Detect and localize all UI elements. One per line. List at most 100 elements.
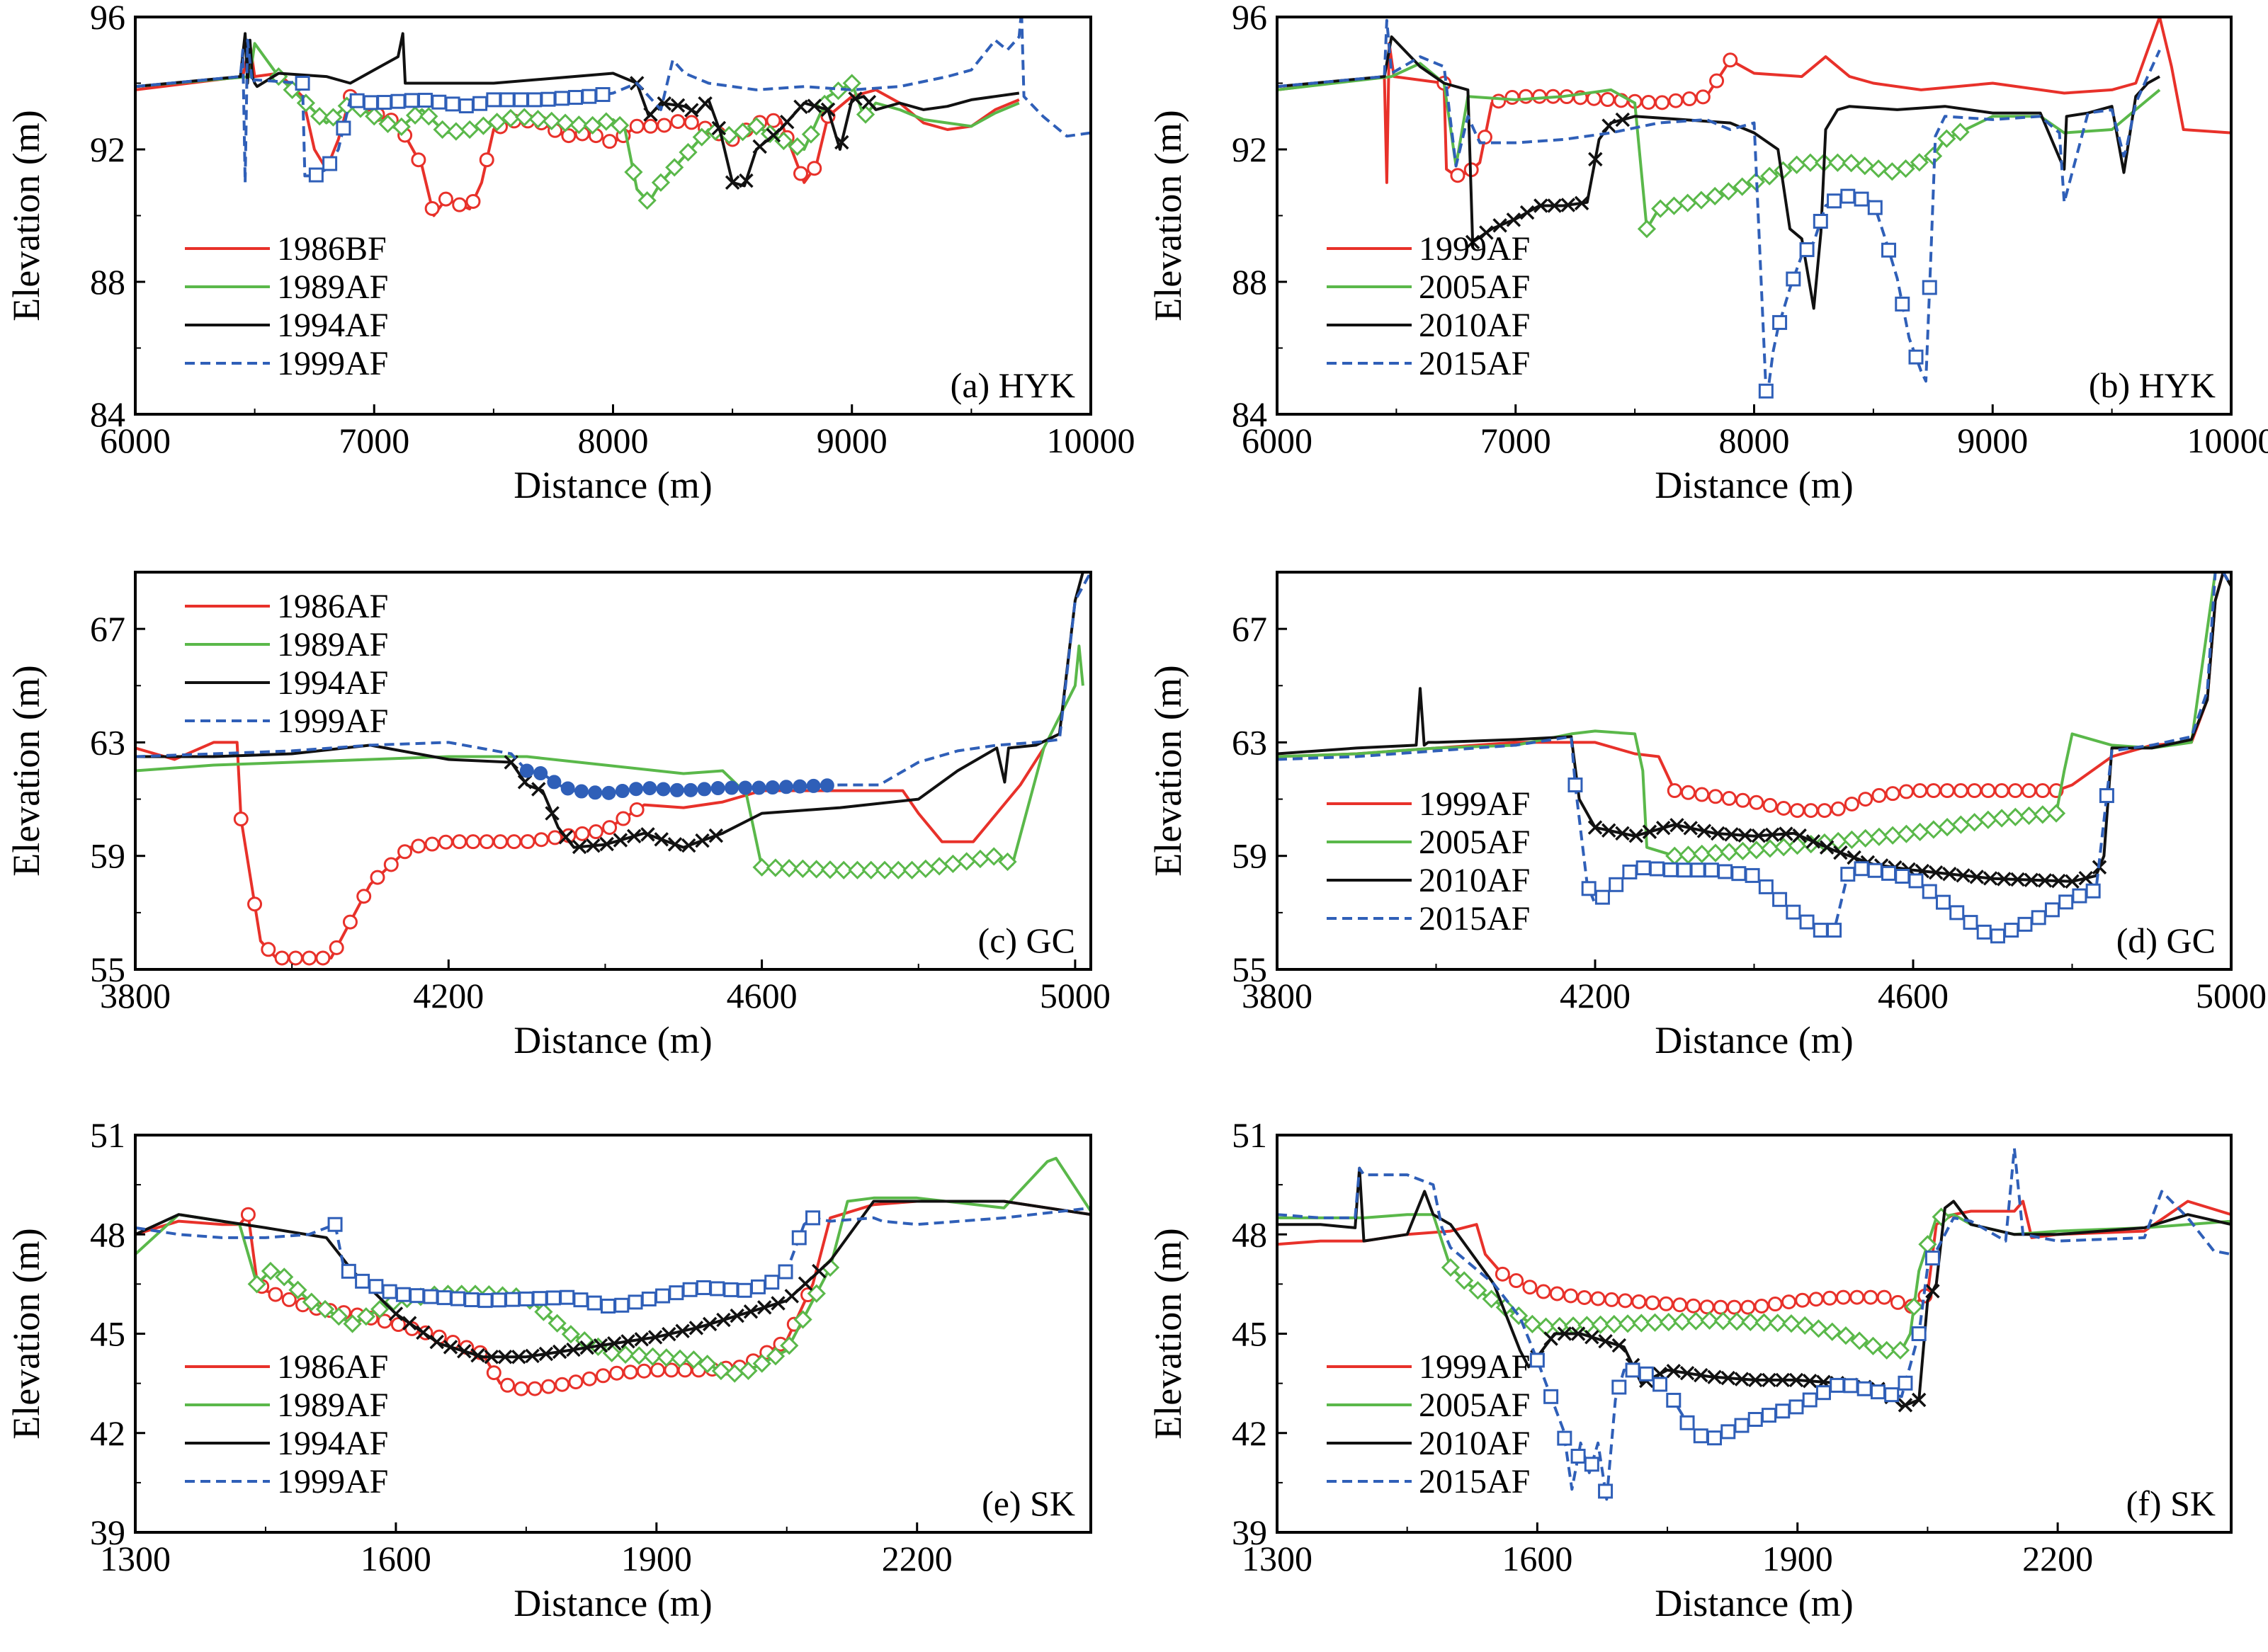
series-marker-2010af [1805, 834, 1821, 849]
series-marker-1986af [302, 950, 317, 966]
series-marker-2005af [1455, 1271, 1474, 1290]
series-marker-1994af [793, 99, 808, 115]
series-marker-2015af [1625, 1362, 1640, 1378]
x-tick-label: 8000 [578, 421, 649, 460]
series-marker-2010af [1969, 870, 1985, 884]
series-marker-2015af [1557, 1430, 1572, 1446]
series-marker-2005af [1672, 1312, 1692, 1331]
series-marker-1999af [1721, 791, 1737, 807]
series-marker-2015af [1963, 915, 1978, 930]
x-tick-label: 4600 [1878, 976, 1949, 1015]
series-marker-1994af [640, 827, 655, 842]
series-marker-1999af [560, 781, 575, 796]
series-marker-2005af [1856, 828, 1875, 848]
series-marker-1989af [902, 860, 922, 879]
series-marker-1999af [1645, 1295, 1660, 1311]
legend-label: 1999AF [1419, 785, 1530, 823]
series-marker-1999af [724, 780, 739, 795]
series-line-f-2005af [1277, 1213, 2231, 1352]
series-marker-1989af [433, 120, 452, 139]
series-marker-1989af [943, 854, 963, 874]
panel-c: 3800 4200 4600 5000 55 59 63 67 Distance (m) Elev… [5, 571, 1111, 1061]
series-marker-2015af [1745, 867, 1760, 883]
series-marker-2010af [1519, 205, 1535, 220]
series-marker-2005af [1836, 1326, 1856, 1345]
series-marker-1994af [416, 1325, 431, 1340]
series-marker-1986af [268, 1287, 283, 1302]
series-marker-2010af [1898, 1398, 1913, 1413]
series-marker-1986af [315, 950, 331, 966]
series-marker-2005af [1760, 839, 1780, 858]
series-marker-1994af [834, 135, 849, 150]
series-marker-2010af [1679, 1365, 1695, 1381]
series-marker-2005af [1733, 177, 1752, 196]
series-marker-2010af [1533, 198, 1548, 213]
series-marker-2005af [1665, 196, 1684, 215]
series-marker-1999af [682, 1282, 698, 1297]
series-marker-1999af [505, 1292, 521, 1307]
series-marker-2015af [1802, 1392, 1818, 1408]
series-marker-1999af [2035, 783, 2051, 799]
series-marker-2010af [1707, 1369, 1722, 1384]
series-marker-2010af [1683, 821, 1698, 836]
panel-b: 6000 7000 8000 9000 10000 84 88 92 96 Distance (m… [1147, 0, 2268, 506]
series-marker-2005af [1713, 1311, 1733, 1331]
series-marker-1999af [793, 779, 807, 794]
series-marker-2010af [1724, 827, 1739, 842]
series-marker-1994af [820, 102, 836, 118]
series-marker-1999af [1631, 1294, 1647, 1309]
x-axis-label: Distance (m) [1655, 1019, 1853, 1061]
series-marker-1994af [545, 806, 560, 821]
series-marker-1989af [534, 1302, 553, 1321]
series-marker-2010af [2078, 870, 2093, 886]
series-marker-1999af [710, 781, 725, 796]
series-marker-2010af [1792, 828, 1807, 843]
series-marker-2015af [1898, 1375, 1913, 1391]
series-marker-1994af [807, 98, 822, 113]
series-marker-1999af [363, 95, 378, 110]
series-marker-2015af [1813, 923, 1828, 938]
series-marker-1989af [861, 860, 880, 879]
series-marker-1994af [684, 103, 699, 118]
x-tick-label: 3800 [100, 976, 171, 1015]
x-tick-label: 1300 [1242, 1539, 1312, 1578]
series-marker-2015af [1908, 349, 1924, 365]
series-marker-1989af [637, 191, 657, 210]
series-marker-1999af [1980, 783, 1996, 799]
series-marker-2005af [1828, 153, 1847, 172]
series-marker-1989af [343, 1314, 362, 1333]
series-marker-1999af [1522, 1280, 1538, 1295]
panel-a: 6000 7000 8000 9000 10000 84 88 92 96 Distance (m… [5, 0, 1135, 506]
x-axis-label: Distance (m) [1655, 1582, 1853, 1624]
series-marker-1999af [778, 1264, 793, 1280]
series-marker-1999af [1939, 783, 1955, 799]
series-marker-1986af [540, 1379, 556, 1394]
series-marker-2005af [1978, 810, 1997, 829]
panel-tag: (a) HYK [951, 365, 1075, 405]
series-marker-1999af [1727, 1299, 1742, 1315]
series-marker-1989af [378, 114, 397, 134]
series-marker-1999af [737, 1282, 752, 1298]
series-marker-1986bf [452, 197, 467, 212]
series-marker-1999af [697, 782, 712, 797]
series-marker-1999af [554, 91, 569, 106]
series-marker-1989af [643, 1347, 662, 1366]
series-marker-1989af [679, 142, 698, 162]
series-marker-2010af [1928, 865, 1944, 880]
series-marker-1999af [1762, 797, 1778, 813]
series-marker-1994af [798, 1276, 813, 1291]
series-marker-2015af [1693, 1428, 1708, 1444]
series-marker-2015af [1786, 904, 1801, 920]
series-marker-1999af [355, 1273, 370, 1289]
series-marker-1986bf [766, 113, 781, 128]
y-axis-label: Elevation (m) [1147, 1228, 1189, 1439]
x-tick-label: 2200 [882, 1539, 953, 1578]
series-marker-1989af [261, 1261, 280, 1281]
series-marker-1999af [532, 1291, 548, 1306]
series-marker-1994af [558, 830, 574, 845]
series-marker-2015af [1734, 1418, 1750, 1433]
series-marker-2005af [1842, 830, 1861, 850]
series-marker-1986af [397, 844, 413, 860]
series-marker-1986af [527, 1381, 543, 1396]
series-marker-2005af [1768, 1314, 1787, 1333]
